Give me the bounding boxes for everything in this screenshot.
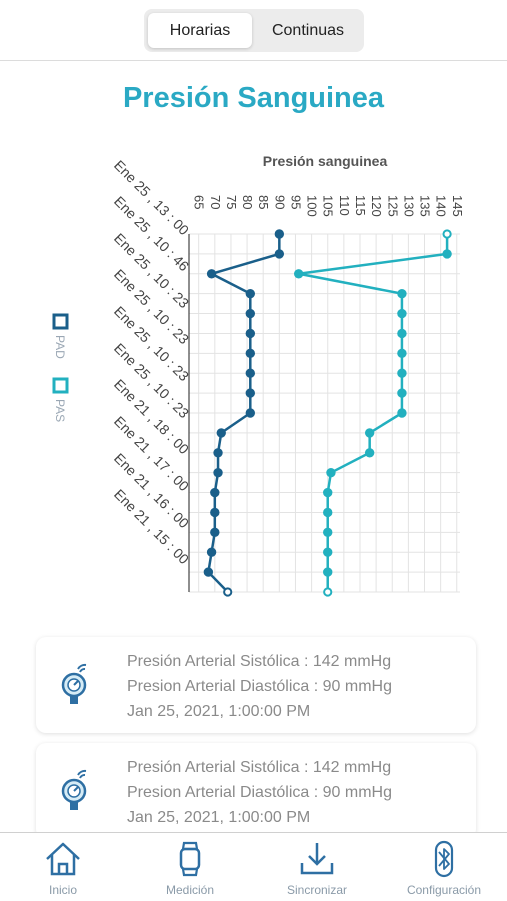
x-tick-label: 70 — [208, 195, 223, 209]
legend-pas-label: PAS — [53, 399, 67, 422]
data-point-pad — [223, 587, 233, 597]
data-point-pad — [245, 348, 255, 359]
x-tick-label: 135 — [418, 195, 433, 217]
systolic-text: Presión Arterial Sistólica : 142 mmHg — [127, 759, 392, 776]
x-tick-label: 65 — [192, 195, 207, 209]
page-title: Presión Sanguinea — [122, 82, 385, 114]
record-card[interactable]: Presión Arterial Sistólica : 142 mmHg Pr… — [36, 743, 476, 839]
data-point-pad — [216, 428, 226, 438]
bottom-nav: Inicio Medición Sincronizar Configuració… — [0, 832, 507, 901]
record-card[interactable]: Presión Arterial Sistólica : 142 mmHg Pr… — [36, 637, 476, 733]
data-point-pad — [213, 467, 223, 478]
home-icon — [46, 842, 80, 876]
diastolic-text: Presion Arterial Diastólica : 90 mmHg — [127, 784, 392, 801]
tab-horarias[interactable]: Horarias — [148, 13, 252, 48]
x-tick-label: 120 — [369, 195, 384, 217]
data-point-pas — [293, 269, 304, 279]
x-tick-label: 80 — [240, 195, 255, 209]
chart-legend: PAD PAS — [52, 313, 69, 422]
data-point-pad — [245, 368, 255, 378]
data-point-pad — [210, 487, 220, 498]
x-tick-label: 110 — [337, 195, 352, 216]
data-point-pad — [206, 269, 217, 279]
nav-sincronizar[interactable]: Sincronizar — [257, 833, 377, 901]
chart-title: Presión sanguinea — [263, 153, 388, 169]
view-toggle: Horarias Continuas — [144, 9, 364, 52]
pressure-gauge-icon — [61, 769, 87, 810]
x-tick-labels: 65 70 75 80 85 90 95 100 105 110 115 120 125 130 135 14… — [192, 195, 465, 217]
data-point-pad — [213, 448, 223, 458]
pressure-gauge-icon — [61, 663, 87, 704]
series-lines — [203, 229, 452, 597]
data-point-pas — [364, 428, 375, 438]
data-point-pad — [245, 388, 255, 398]
data-point-pas — [323, 587, 333, 597]
data-point-pad — [203, 567, 214, 577]
x-tick-label: 125 — [385, 195, 400, 217]
data-point-pas — [364, 448, 375, 458]
legend-pad-marker — [52, 313, 69, 330]
chart-grid — [188, 233, 460, 593]
watch-icon — [179, 841, 201, 877]
x-tick-label: 140 — [434, 195, 449, 217]
data-point-pas — [326, 467, 336, 478]
data-point-pad — [210, 527, 220, 538]
legend-pas-marker — [52, 377, 69, 394]
data-point-pas — [323, 527, 333, 538]
x-tick-label: 130 — [401, 195, 416, 217]
download-icon — [300, 843, 334, 875]
blood-pressure-chart: Presión sanguinea 65 70 75 80 85 90 95 100 105 11… — [52, 153, 465, 597]
data-point-pas — [397, 348, 407, 359]
nav-configuracion[interactable]: Configuración — [384, 833, 504, 901]
data-point-pad — [245, 408, 255, 418]
data-point-pas — [323, 487, 333, 498]
legend-pad-label: PAD — [53, 335, 67, 359]
data-point-pad — [210, 507, 220, 518]
data-point-pad — [274, 249, 285, 259]
x-tick-label: 85 — [256, 195, 271, 209]
data-point-pad — [245, 328, 255, 339]
nav-label: Medición — [165, 883, 215, 897]
nav-medicion[interactable]: Medición — [130, 833, 250, 901]
data-point-pad — [245, 288, 255, 299]
x-tick-label: 115 — [353, 195, 368, 216]
x-tick-label: 75 — [224, 195, 239, 209]
diastolic-text: Presion Arterial Diastólica : 90 mmHg — [127, 678, 392, 695]
nav-label: Sincronizar — [286, 883, 348, 897]
x-tick-label: 100 — [305, 195, 320, 217]
x-tick-label: 145 — [450, 195, 465, 217]
data-point-pas — [442, 229, 452, 239]
nav-label: Inicio — [48, 883, 77, 897]
data-point-pas — [442, 249, 452, 259]
x-tick-label: 95 — [288, 195, 303, 209]
nav-inicio[interactable]: Inicio — [3, 833, 123, 901]
data-point-pas — [397, 388, 407, 398]
data-point-pad — [245, 308, 255, 319]
systolic-text: Presión Arterial Sistólica : 142 mmHg — [127, 653, 392, 670]
nav-label: Configuración — [406, 883, 482, 897]
x-tick-label: 105 — [321, 195, 336, 217]
record-date: Jan 25, 2021, 1:00:00 PM — [127, 703, 311, 720]
data-point-pas — [397, 368, 407, 378]
data-point-pas — [397, 328, 407, 339]
data-point-pas — [397, 308, 407, 319]
tab-continuas[interactable]: Continuas — [271, 22, 345, 39]
data-point-pas — [323, 547, 333, 557]
x-tick-label: 90 — [272, 195, 287, 209]
bluetooth-icon — [434, 840, 454, 878]
data-point-pas — [397, 408, 407, 418]
data-point-pad — [206, 547, 217, 557]
record-date: Jan 25, 2021, 1:00:00 PM — [127, 809, 311, 826]
header-divider — [0, 60, 507, 61]
data-point-pas — [323, 507, 333, 518]
data-point-pas — [323, 567, 333, 577]
data-point-pad — [274, 229, 285, 239]
data-point-pas — [397, 288, 407, 299]
